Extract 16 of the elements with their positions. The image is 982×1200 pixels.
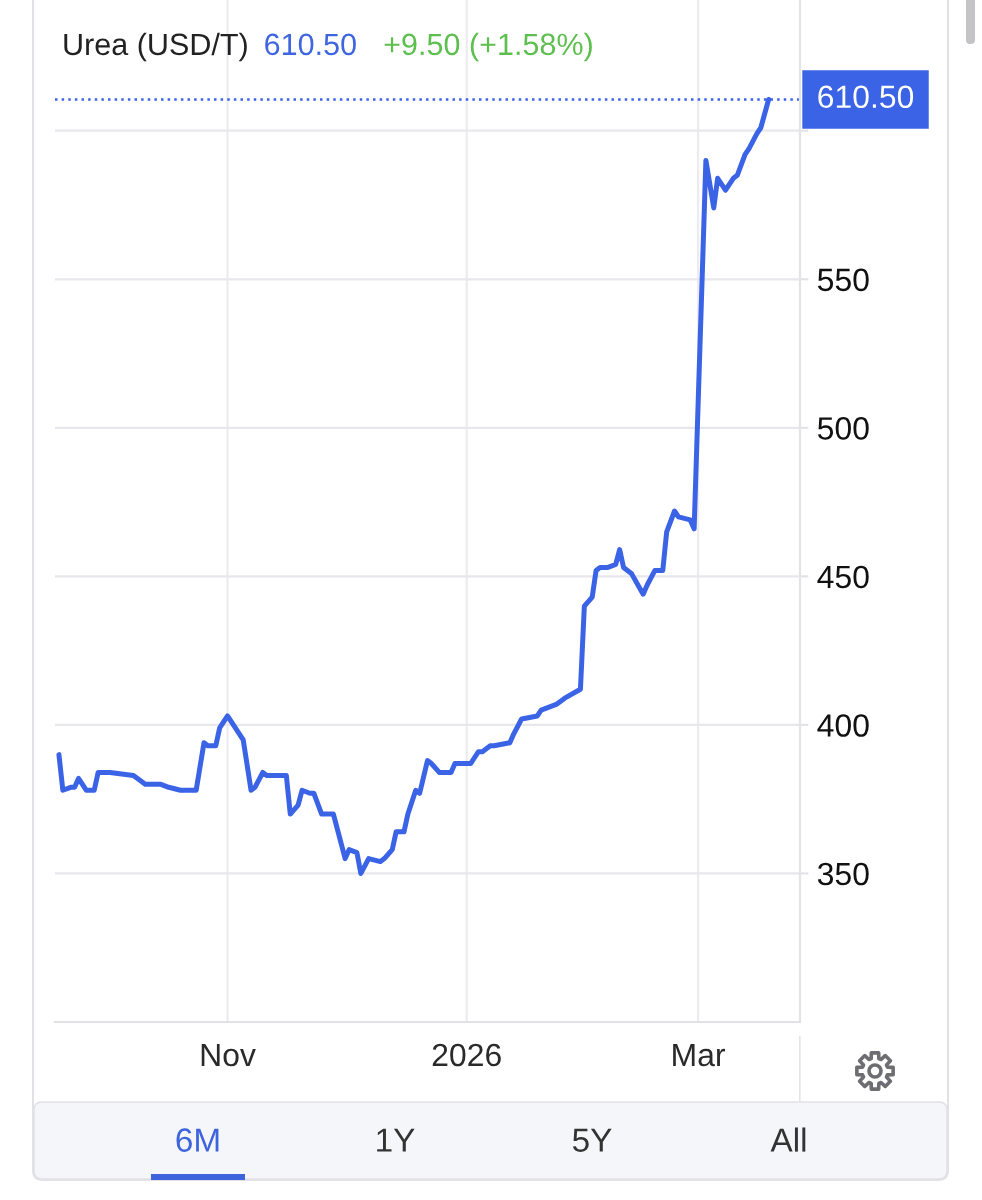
annotation: 610.50 (265, 33, 356, 56)
x-tick-label: Mar (673, 1044, 726, 1067)
y-tick-label: 400 (817, 714, 869, 737)
annotation: +9.50 (+1.58%) (384, 32, 592, 62)
text: Urea (USD/T) (64, 32, 247, 62)
text: 6M (176, 1128, 219, 1152)
y-tick-label: 550 (817, 268, 869, 292)
x-tick-label: Nov (201, 1044, 256, 1067)
ref-line-label: 610.50 (818, 85, 914, 109)
text: 1Y (377, 1128, 415, 1152)
y-tick-label: 350 (817, 862, 869, 886)
text: All (770, 1127, 806, 1152)
y-tick-label: 450 (817, 565, 869, 589)
text: 5Y (572, 1128, 612, 1152)
x-tick-label: 2026 (432, 1043, 501, 1067)
y-tick-label: 500 (817, 417, 869, 440)
